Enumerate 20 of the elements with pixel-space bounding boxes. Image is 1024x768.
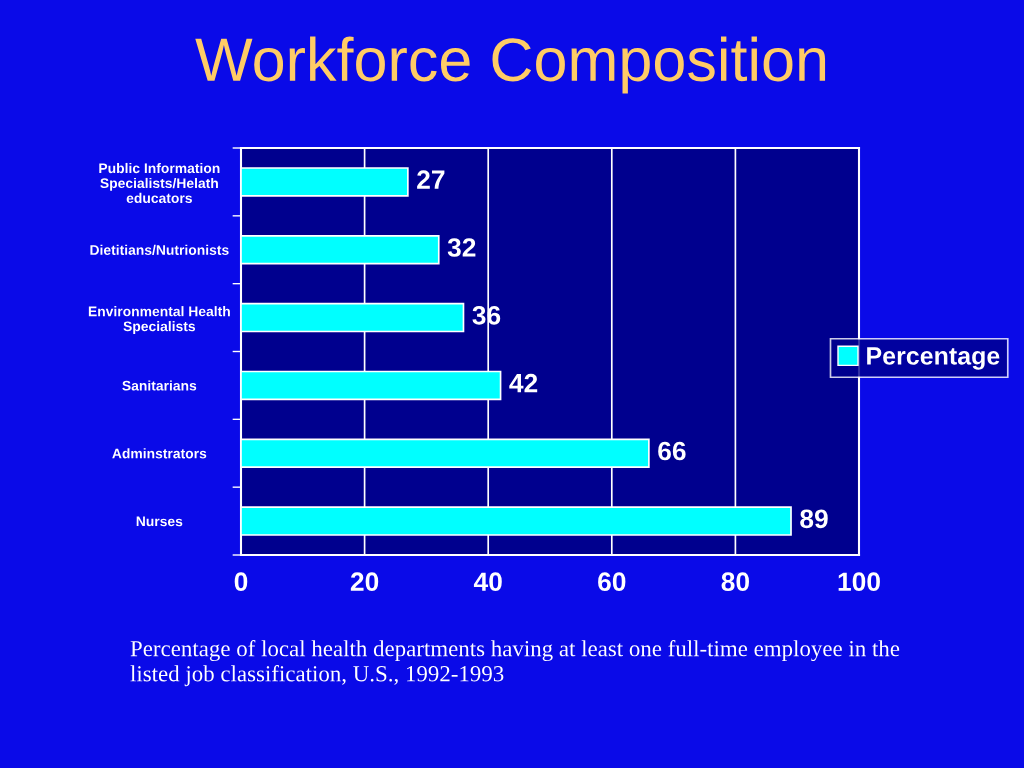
- x-tick-label: 20: [350, 572, 379, 592]
- y-tick-label: Environmental Health Specialists: [88, 306, 230, 334]
- data-label: 42: [509, 373, 538, 393]
- chart-title: Workforce Composition: [195, 36, 826, 94]
- y-tick-label: Dietitians/Nutrionists: [90, 244, 229, 256]
- text: Percentage of local health departments having at least one full-time employee in the listed job classification, U.S., 1992-1993: [130, 640, 900, 687]
- x-tick-label: 0: [234, 572, 248, 592]
- x-tick-label: 100: [838, 572, 880, 592]
- data-label: 89: [800, 509, 828, 529]
- y-tick-label: Nurses: [136, 516, 183, 527]
- y-tick-label: Adminstrators: [112, 448, 207, 459]
- data-label: 66: [658, 441, 686, 461]
- data-label: 32: [447, 238, 476, 257]
- y-tick-label: Sanitarians: [122, 380, 197, 391]
- data-label: 27: [417, 170, 445, 189]
- y-tick-label: Public Information Specialists/Helath educators: [99, 162, 220, 204]
- x-tick-label: 60: [598, 572, 626, 592]
- legend-label: Percentage: [867, 347, 1000, 370]
- x-tick-label: 40: [473, 572, 502, 592]
- x-tick-label: 80: [721, 572, 749, 592]
